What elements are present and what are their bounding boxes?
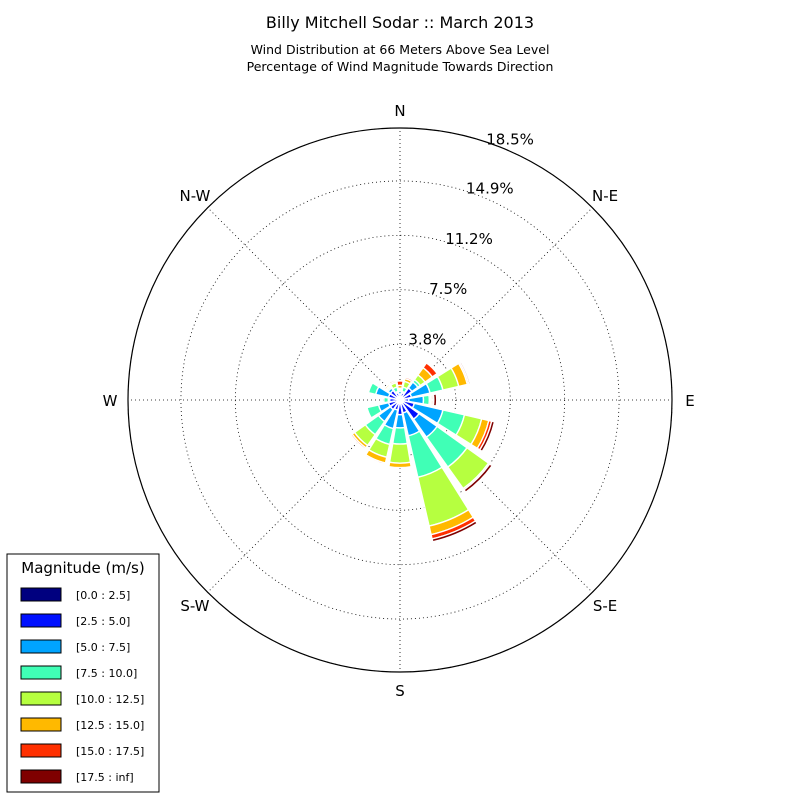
legend-swatch-0 [20,587,62,602]
direction-label-n-w: N-W [180,187,211,205]
bar-dir-11-bin-3 [366,404,383,419]
legend-label-0: [0.0 : 2.5] [76,589,130,602]
legend-swatch-1 [20,613,62,628]
bar-dir-6-bin-7 [463,463,494,494]
legend-label-1: [2.5 : 5.0] [76,615,130,628]
grid-spoke-1 [399,207,593,401]
bar-dir-0-bin-6 [396,380,404,387]
bar-dir-8-bin-5 [388,461,412,469]
bar-dir-5-bin-7 [478,420,496,453]
direction-label-s-e: S-E [593,597,617,615]
bar-dir-14-bin-5 [383,383,391,391]
bar-dir-1-bin-6 [404,376,414,383]
legend-label-5: [12.5 : 15.0] [76,719,144,732]
bar-dir-13-bin-3 [367,381,380,396]
bar-dir-4-bin-7 [432,393,438,407]
legend-swatch-2 [20,639,62,654]
direction-label-w: W [103,392,118,410]
direction-label-e: E [685,392,694,410]
bar-dir-10-bin-6 [349,433,367,451]
direction-label-s-w: S-W [180,597,209,615]
direction-label-n: N [394,102,405,120]
legend-label-7: [17.5 : inf] [76,771,134,784]
legend-swatch-3 [20,665,62,680]
legend-label-6: [15.0 : 17.5] [76,745,144,758]
bar-dir-12-bin-3 [383,396,390,404]
bar-dir-4-bin-3 [422,394,431,406]
bar-dir-15-bin-6 [388,379,397,385]
bar-dir-2-bin-6 [422,361,439,378]
direction-label-s: S [395,682,405,700]
grid-ring-1 [289,289,511,511]
radial-tick-label-0: 3.8% [408,330,446,348]
direction-label-n-e: N-E [592,187,618,205]
legend-label-2: [5.0 : 7.5] [76,641,130,654]
grid-spoke-7 [207,207,401,401]
bar-dir-7-bin-7 [431,519,479,543]
wind-bars [349,360,496,543]
chart-title: Billy Mitchell Sodar :: March 2013 [266,13,534,32]
grid-ring-0 [343,343,457,457]
polar-frame [127,127,673,673]
legend-title: Magnitude (m/s) [21,559,144,577]
chart-subtitle-line-1: Wind Distribution at 66 Meters Above Sea… [251,42,550,57]
legend: Magnitude (m/s) [0.0 : 2.5] [2.5 : 5.0] [5… [6,553,160,793]
legend-label-3: [7.5 : 10.0] [76,667,137,680]
bar-dir-9-bin-6 [363,453,387,466]
direction-labels: N N-E E S-E S S-W W N-W [103,102,695,700]
bar-dir-3-bin-7 [458,360,472,385]
grid-spoke-5 [207,399,401,593]
radial-tick-label-4: 18.5% [486,131,534,149]
legend-swatch-5 [20,717,62,732]
radial-tick-label-1: 7.5% [429,280,467,298]
legend-swatch-4 [20,691,62,706]
legend-swatch-6 [20,743,62,758]
radial-tick-label-2: 11.2% [445,230,493,248]
bar-dir-8-bin-3 [391,426,409,445]
grid-ring-3 [180,180,620,620]
radial-tick-label-3: 14.9% [466,180,514,198]
grid-spoke-3 [399,399,593,593]
radial-tick-labels: 3.8% 7.5% 11.2% 14.9% 18.5% [408,131,534,349]
chart-subtitle-line-2: Percentage of Wind Magnitude Towards Dir… [247,59,554,74]
legend-label-4: [10.0 : 12.5] [76,693,144,706]
bar-dir-8-bin-4 [388,442,412,464]
legend-swatch-7 [20,769,62,784]
